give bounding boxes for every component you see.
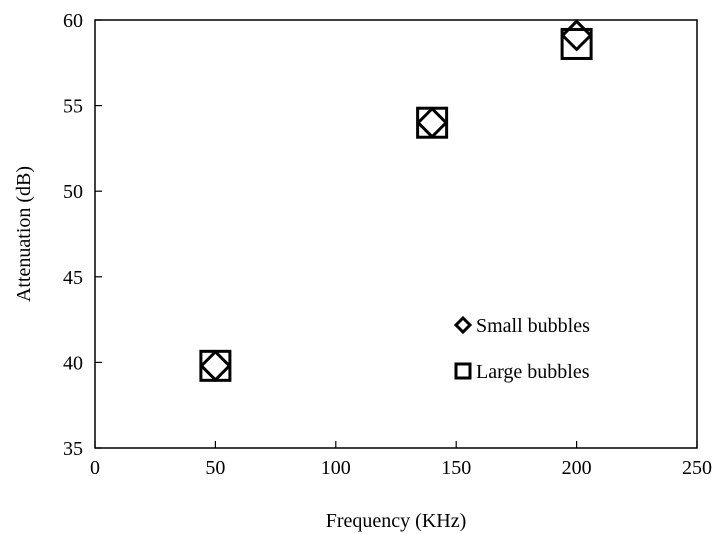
y-axis-title: Attenuation (dB) bbox=[13, 166, 35, 302]
x-tick-label: 200 bbox=[562, 457, 592, 479]
y-tick-label: 40 bbox=[63, 352, 83, 374]
x-tick-label: 50 bbox=[205, 457, 225, 479]
x-tick-label: 100 bbox=[321, 457, 351, 479]
legend-diamond-marker bbox=[453, 315, 473, 335]
y-tick-label: 60 bbox=[63, 10, 83, 32]
data-markers bbox=[199, 19, 593, 382]
x-tick-label: 0 bbox=[90, 457, 100, 479]
large-bubbles-point bbox=[416, 106, 449, 139]
x-axis-ticks: 0 50 100 150 200 250 bbox=[90, 441, 712, 479]
legend: Small bubbles Large bubbles bbox=[453, 315, 590, 383]
large-bubbles-point bbox=[199, 349, 232, 382]
legend-label-small-bubbles: Small bubbles bbox=[476, 315, 590, 337]
axes bbox=[94, 19, 698, 449]
y-axis-ticks: 35 40 45 50 55 60 bbox=[63, 10, 102, 460]
legend-item-small-bubbles: Small bubbles bbox=[453, 315, 590, 337]
y-tick-label: 55 bbox=[63, 96, 83, 118]
small-bubbles-point bbox=[560, 19, 593, 52]
x-tick-label: 150 bbox=[441, 457, 471, 479]
plot-frame bbox=[94, 19, 698, 449]
y-tick-label: 50 bbox=[63, 181, 83, 203]
legend-square-marker bbox=[454, 362, 472, 380]
legend-item-large-bubbles: Large bubbles bbox=[454, 361, 590, 383]
legend-label-large-bubbles: Large bubbles bbox=[476, 361, 590, 383]
y-tick-label: 45 bbox=[63, 267, 83, 289]
x-tick-label: 250 bbox=[682, 457, 712, 479]
x-axis-title: Frequency (KHz) bbox=[326, 510, 467, 532]
small-bubbles-point bbox=[199, 349, 232, 382]
small-bubbles-point bbox=[415, 106, 449, 139]
large-bubbles-point bbox=[560, 27, 593, 60]
y-tick-label: 35 bbox=[63, 438, 83, 460]
